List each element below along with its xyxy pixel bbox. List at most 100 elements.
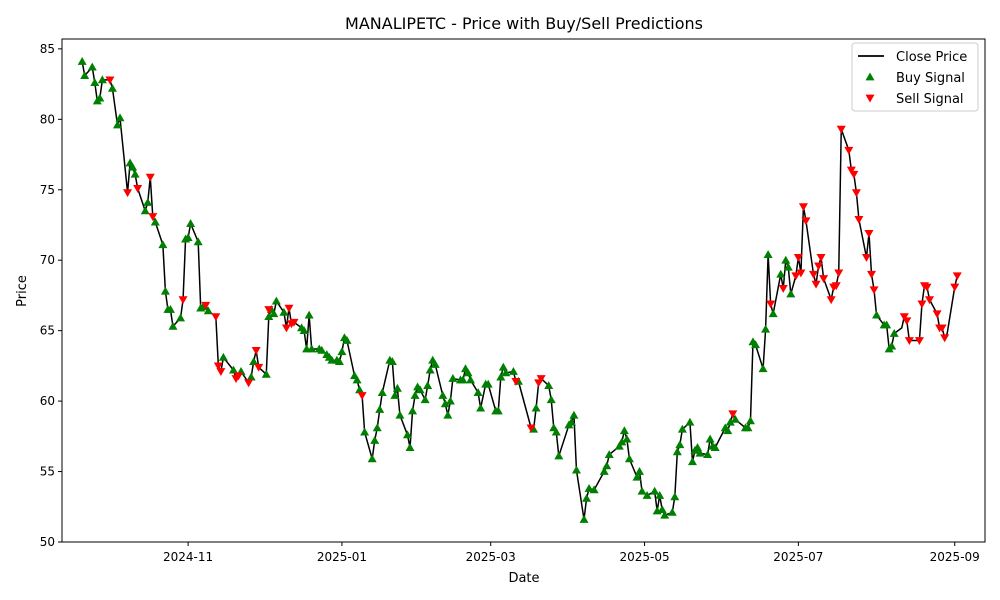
buy-signal-marker bbox=[604, 450, 614, 459]
buy-signal-marker bbox=[642, 491, 652, 499]
buy-signal-marker bbox=[176, 313, 186, 322]
sell-signal-marker bbox=[216, 368, 226, 377]
buy-signal-marker bbox=[705, 434, 715, 443]
sell-signal-marker bbox=[819, 275, 829, 284]
x-axis-label: Date bbox=[508, 571, 539, 586]
buy-signal-marker bbox=[228, 365, 238, 374]
buy-signal-marker bbox=[355, 385, 365, 394]
sell-signal-marker bbox=[811, 280, 821, 289]
buy-signal-marker bbox=[299, 326, 309, 335]
x-axis: 2024-11 2025-01 2025-03 2025-05 2025-07 2025-… bbox=[163, 542, 980, 564]
sell-signal-marker bbox=[289, 318, 299, 327]
buy-signal-marker bbox=[670, 492, 680, 501]
buy-signal-marker bbox=[107, 83, 117, 92]
buy-signal-marker bbox=[660, 510, 670, 519]
sell-signal-marker bbox=[796, 269, 806, 278]
sell-signal-marker bbox=[925, 296, 935, 305]
buy-signal-marker bbox=[695, 448, 705, 457]
buy-signal-marker bbox=[183, 233, 193, 242]
y-tick-label: 80 bbox=[40, 112, 55, 126]
buy-signal-marker bbox=[667, 507, 677, 516]
axes-frame bbox=[61, 38, 986, 543]
x-tick-label: 2025-09 bbox=[930, 550, 980, 564]
buy-signal-marker bbox=[617, 437, 627, 446]
buy-signal-marker bbox=[693, 443, 703, 451]
sell-signal-marker bbox=[251, 347, 261, 355]
y-axis: 50 55 60 65 70 75 80 85 bbox=[40, 42, 62, 549]
buy-signal-marker bbox=[307, 344, 317, 353]
buy-signal-marker bbox=[445, 396, 455, 405]
sell-signal-marker bbox=[133, 184, 143, 193]
buy-signal-marker bbox=[498, 362, 508, 371]
buy-signal-marker bbox=[430, 359, 440, 368]
buy-signal-marker bbox=[768, 309, 778, 318]
buy-signal-marker bbox=[786, 289, 796, 298]
buy-signal-marker bbox=[637, 486, 647, 495]
legend-label: Close Price bbox=[896, 50, 967, 65]
buy-signal-marker bbox=[375, 405, 385, 413]
sell-signal-marker bbox=[264, 306, 274, 315]
buy-signal-marker bbox=[624, 454, 634, 463]
sell-signal-marker bbox=[145, 173, 155, 182]
buy-signal-marker bbox=[781, 255, 791, 264]
y-tick-label: 75 bbox=[40, 183, 55, 197]
sell-signal-marker bbox=[809, 270, 819, 279]
sell-signal-marker bbox=[854, 215, 864, 224]
sell-signal-marker bbox=[834, 269, 844, 278]
y-tick-label: 85 bbox=[40, 42, 55, 56]
buy-signal-marker bbox=[425, 365, 435, 374]
sell-signal-marker bbox=[766, 300, 776, 309]
buy-signal-marker bbox=[783, 262, 793, 271]
buy-signal-marker bbox=[602, 461, 612, 470]
y-tick-label: 65 bbox=[40, 324, 55, 338]
buy-signal-marker bbox=[889, 328, 899, 337]
sell-signal-marker bbox=[937, 324, 947, 333]
buy-signal-marker bbox=[614, 441, 624, 450]
buy-signal-marker bbox=[483, 379, 493, 388]
buy-signal-marker bbox=[672, 447, 682, 456]
buy-signal-marker bbox=[496, 372, 506, 381]
buy-signal-marker bbox=[271, 296, 281, 305]
buy-signal-marker bbox=[493, 406, 503, 415]
buy-signal-marker bbox=[249, 357, 259, 366]
buy-signal-marker bbox=[370, 436, 380, 444]
buy-signal-marker bbox=[763, 250, 773, 258]
buy-signal-marker bbox=[218, 352, 228, 361]
buy-signal-marker bbox=[304, 310, 314, 319]
buy-signal-marker bbox=[887, 341, 897, 350]
buy-signal-marker bbox=[158, 240, 168, 249]
sell-signal-marker bbox=[864, 230, 874, 238]
sell-signal-marker bbox=[932, 310, 942, 319]
buy-signal-marker bbox=[531, 403, 541, 412]
sell-signal-marker bbox=[281, 324, 291, 333]
buy-signal-marker bbox=[408, 406, 418, 415]
buy-signal-marker bbox=[703, 450, 713, 459]
buy-signal-marker bbox=[473, 388, 483, 397]
buy-signal-marker bbox=[77, 57, 87, 65]
buy-signal-marker bbox=[710, 443, 720, 451]
buy-signal-marker bbox=[360, 427, 370, 436]
legend-buy-swatch bbox=[865, 72, 875, 81]
sell-signal-marker bbox=[511, 378, 521, 386]
buy-signal-marker bbox=[546, 395, 556, 404]
sell-signal-marker bbox=[778, 285, 788, 293]
buy-signal-marker bbox=[579, 514, 589, 523]
buy-signal-marker bbox=[758, 364, 768, 373]
buy-signal-marker bbox=[745, 416, 755, 425]
x-tick-label: 2025-03 bbox=[466, 550, 516, 564]
sell-signal-marker bbox=[816, 254, 826, 262]
sell-signal-marker bbox=[826, 296, 836, 305]
sell-signal-marker bbox=[869, 286, 879, 295]
buy-signal-marker bbox=[415, 385, 425, 394]
buy-signal-marker bbox=[632, 472, 642, 481]
buy-signal-marker bbox=[420, 395, 430, 404]
y-tick-label: 55 bbox=[40, 465, 55, 479]
sell-signal-marker bbox=[844, 146, 854, 155]
sell-signal-marker bbox=[904, 337, 914, 346]
sell-signal-marker bbox=[284, 304, 294, 313]
buy-signal-marker bbox=[655, 491, 665, 499]
buy-signal-marker bbox=[165, 305, 175, 313]
buy-signal-marker bbox=[458, 375, 468, 384]
buy-signal-marker bbox=[725, 417, 735, 426]
buy-signal-marker bbox=[264, 312, 274, 320]
